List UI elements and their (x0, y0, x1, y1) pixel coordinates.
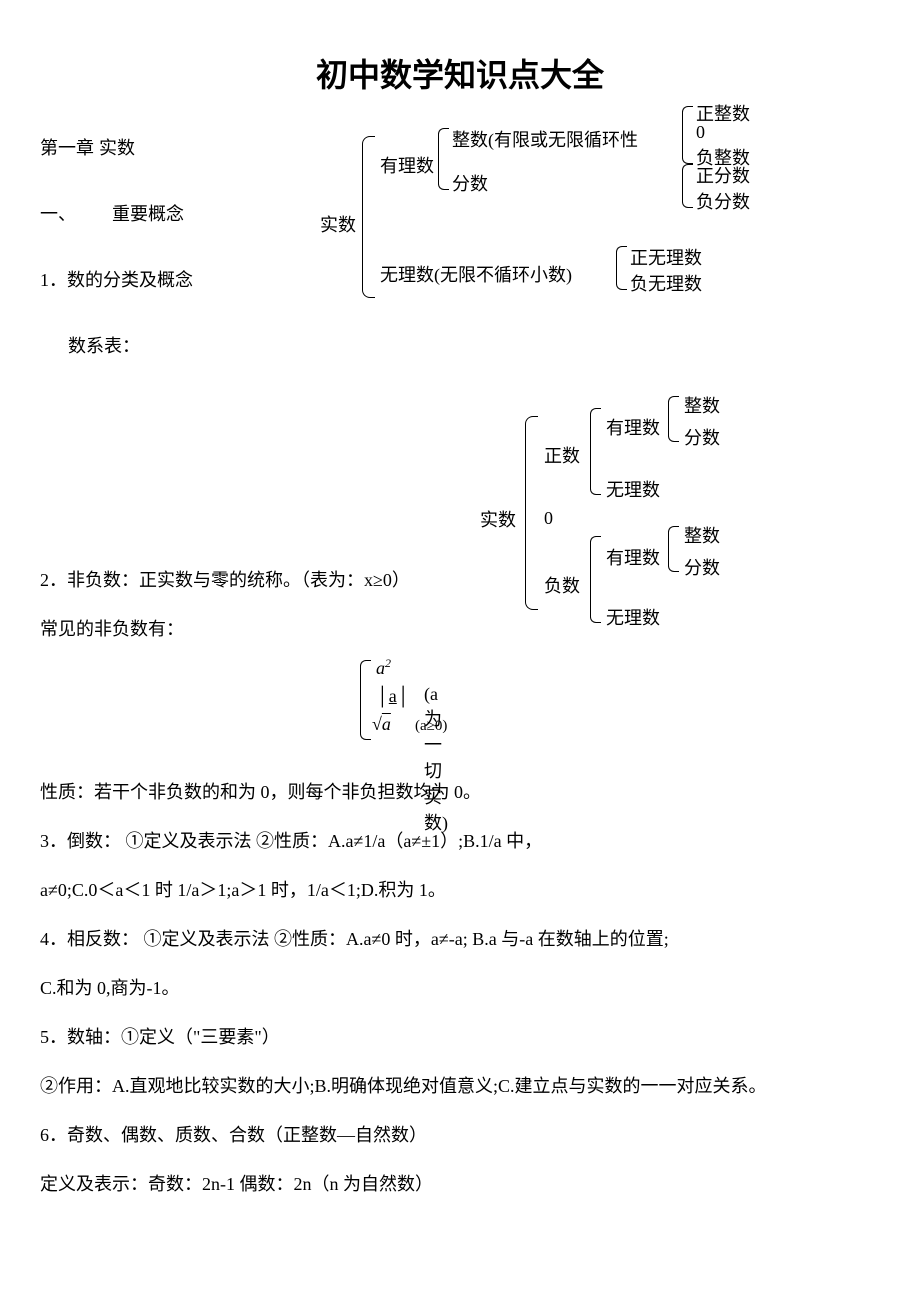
formula-block: a2 │a│ (a 为一切实数) √a (a≥0) (40, 656, 880, 766)
d1-fraction: 分数 (452, 170, 488, 196)
item-2-sub: 常见的非负数有： (40, 607, 410, 652)
formula-sqrt-a: √a (372, 714, 391, 735)
item-4: 4．相反数： ①定义及表示法 ②性质：A.a≠0 时，a≠-a; B.a 与-a… (40, 917, 880, 962)
formula-note-2: (a≥0) (415, 718, 447, 735)
item-2: 2．非负数：正实数与零的统称。（表为：x≥0） (40, 558, 410, 603)
item-6: 6．奇数、偶数、质数、合数（正整数—自然数） (40, 1113, 880, 1158)
top-block: 第一章 实数 一、 重要概念 1．数的分类及概念 数系表： 实数 有理数 整数(… (40, 126, 880, 406)
diagram-2-wrap: 实数 正数 0 负数 有理数 无理数 整数 分数 有理数 无理数 整数 分数 2… (40, 406, 880, 656)
d1-root: 实数 (320, 211, 356, 237)
d2-zero: 0 (544, 508, 553, 529)
d2-neg-rat: 有理数 (606, 544, 660, 570)
item-1-sub: 数系表： (68, 332, 290, 358)
item-5b: ②作用：A.直观地比较实数的大小;B.明确体现绝对值意义;C.建立点与实数的一一… (40, 1064, 880, 1109)
d2-pos-int: 整数 (684, 392, 720, 418)
diagram-2: 实数 正数 0 负数 有理数 无理数 整数 分数 有理数 无理数 整数 分数 (480, 396, 920, 641)
page-title: 初中数学知识点大全 (40, 50, 880, 96)
d1-posirr: 正无理数 (630, 244, 702, 270)
d2-neg-int: 整数 (684, 522, 720, 548)
d1-integer: 整数(有限或无限循环性 (452, 126, 638, 152)
item-6b: 定义及表示：奇数：2n-1 偶数：2n（n 为自然数） (40, 1162, 880, 1207)
item-1: 1．数的分类及概念 (40, 266, 290, 292)
d2-pos-irr: 无理数 (606, 476, 660, 502)
d2-neg-frac: 分数 (684, 554, 720, 580)
formula-note-1: (a 为一切实数) (424, 684, 448, 835)
d2-neg: 负数 (544, 572, 580, 598)
d2-pos-frac: 分数 (684, 424, 720, 450)
d2-neg-irr: 无理数 (606, 604, 660, 630)
item-3: 3．倒数： ①定义及表示法 ②性质：A.a≠1/a（a≠±1）;B.1/a 中， (40, 819, 880, 864)
item-3b: a≠0;C.0＜a＜1 时 1/a＞1;a＞1 时，1/a＜1;D.积为 1。 (40, 868, 880, 913)
d2-pos-rat: 有理数 (606, 414, 660, 440)
d1-rational: 有理数 (380, 152, 434, 178)
d1-negfrac: 负分数 (696, 188, 750, 214)
property-line: 性质：若干个非负数的和为 0，则每个非负担数均为 0。 (40, 770, 880, 815)
d1-irrational: 无理数(无限不循环小数) (380, 261, 572, 287)
section-1: 一、 重要概念 (40, 200, 290, 226)
d2-root: 实数 (480, 506, 516, 532)
section-1-title: 重要概念 (112, 204, 184, 224)
chapter-heading: 第一章 实数 (40, 134, 290, 160)
d1-zero: 0 (696, 122, 705, 143)
section-1-num: 一、 (40, 204, 76, 224)
formula-abs-a: │a│ (376, 686, 410, 707)
d2-pos: 正数 (544, 442, 580, 468)
d1-posfrac: 正分数 (696, 162, 750, 188)
item-5: 5．数轴：①定义（"三要素"） (40, 1015, 880, 1060)
item-4b: C.和为 0,商为-1。 (40, 966, 880, 1011)
diagram-1: 实数 有理数 整数(有限或无限循环性 分数 正整数 0 负整数 正分数 负分数 … (320, 106, 920, 366)
d1-negirr: 负无理数 (630, 270, 702, 296)
formula-a-squared: a2 (376, 656, 391, 679)
